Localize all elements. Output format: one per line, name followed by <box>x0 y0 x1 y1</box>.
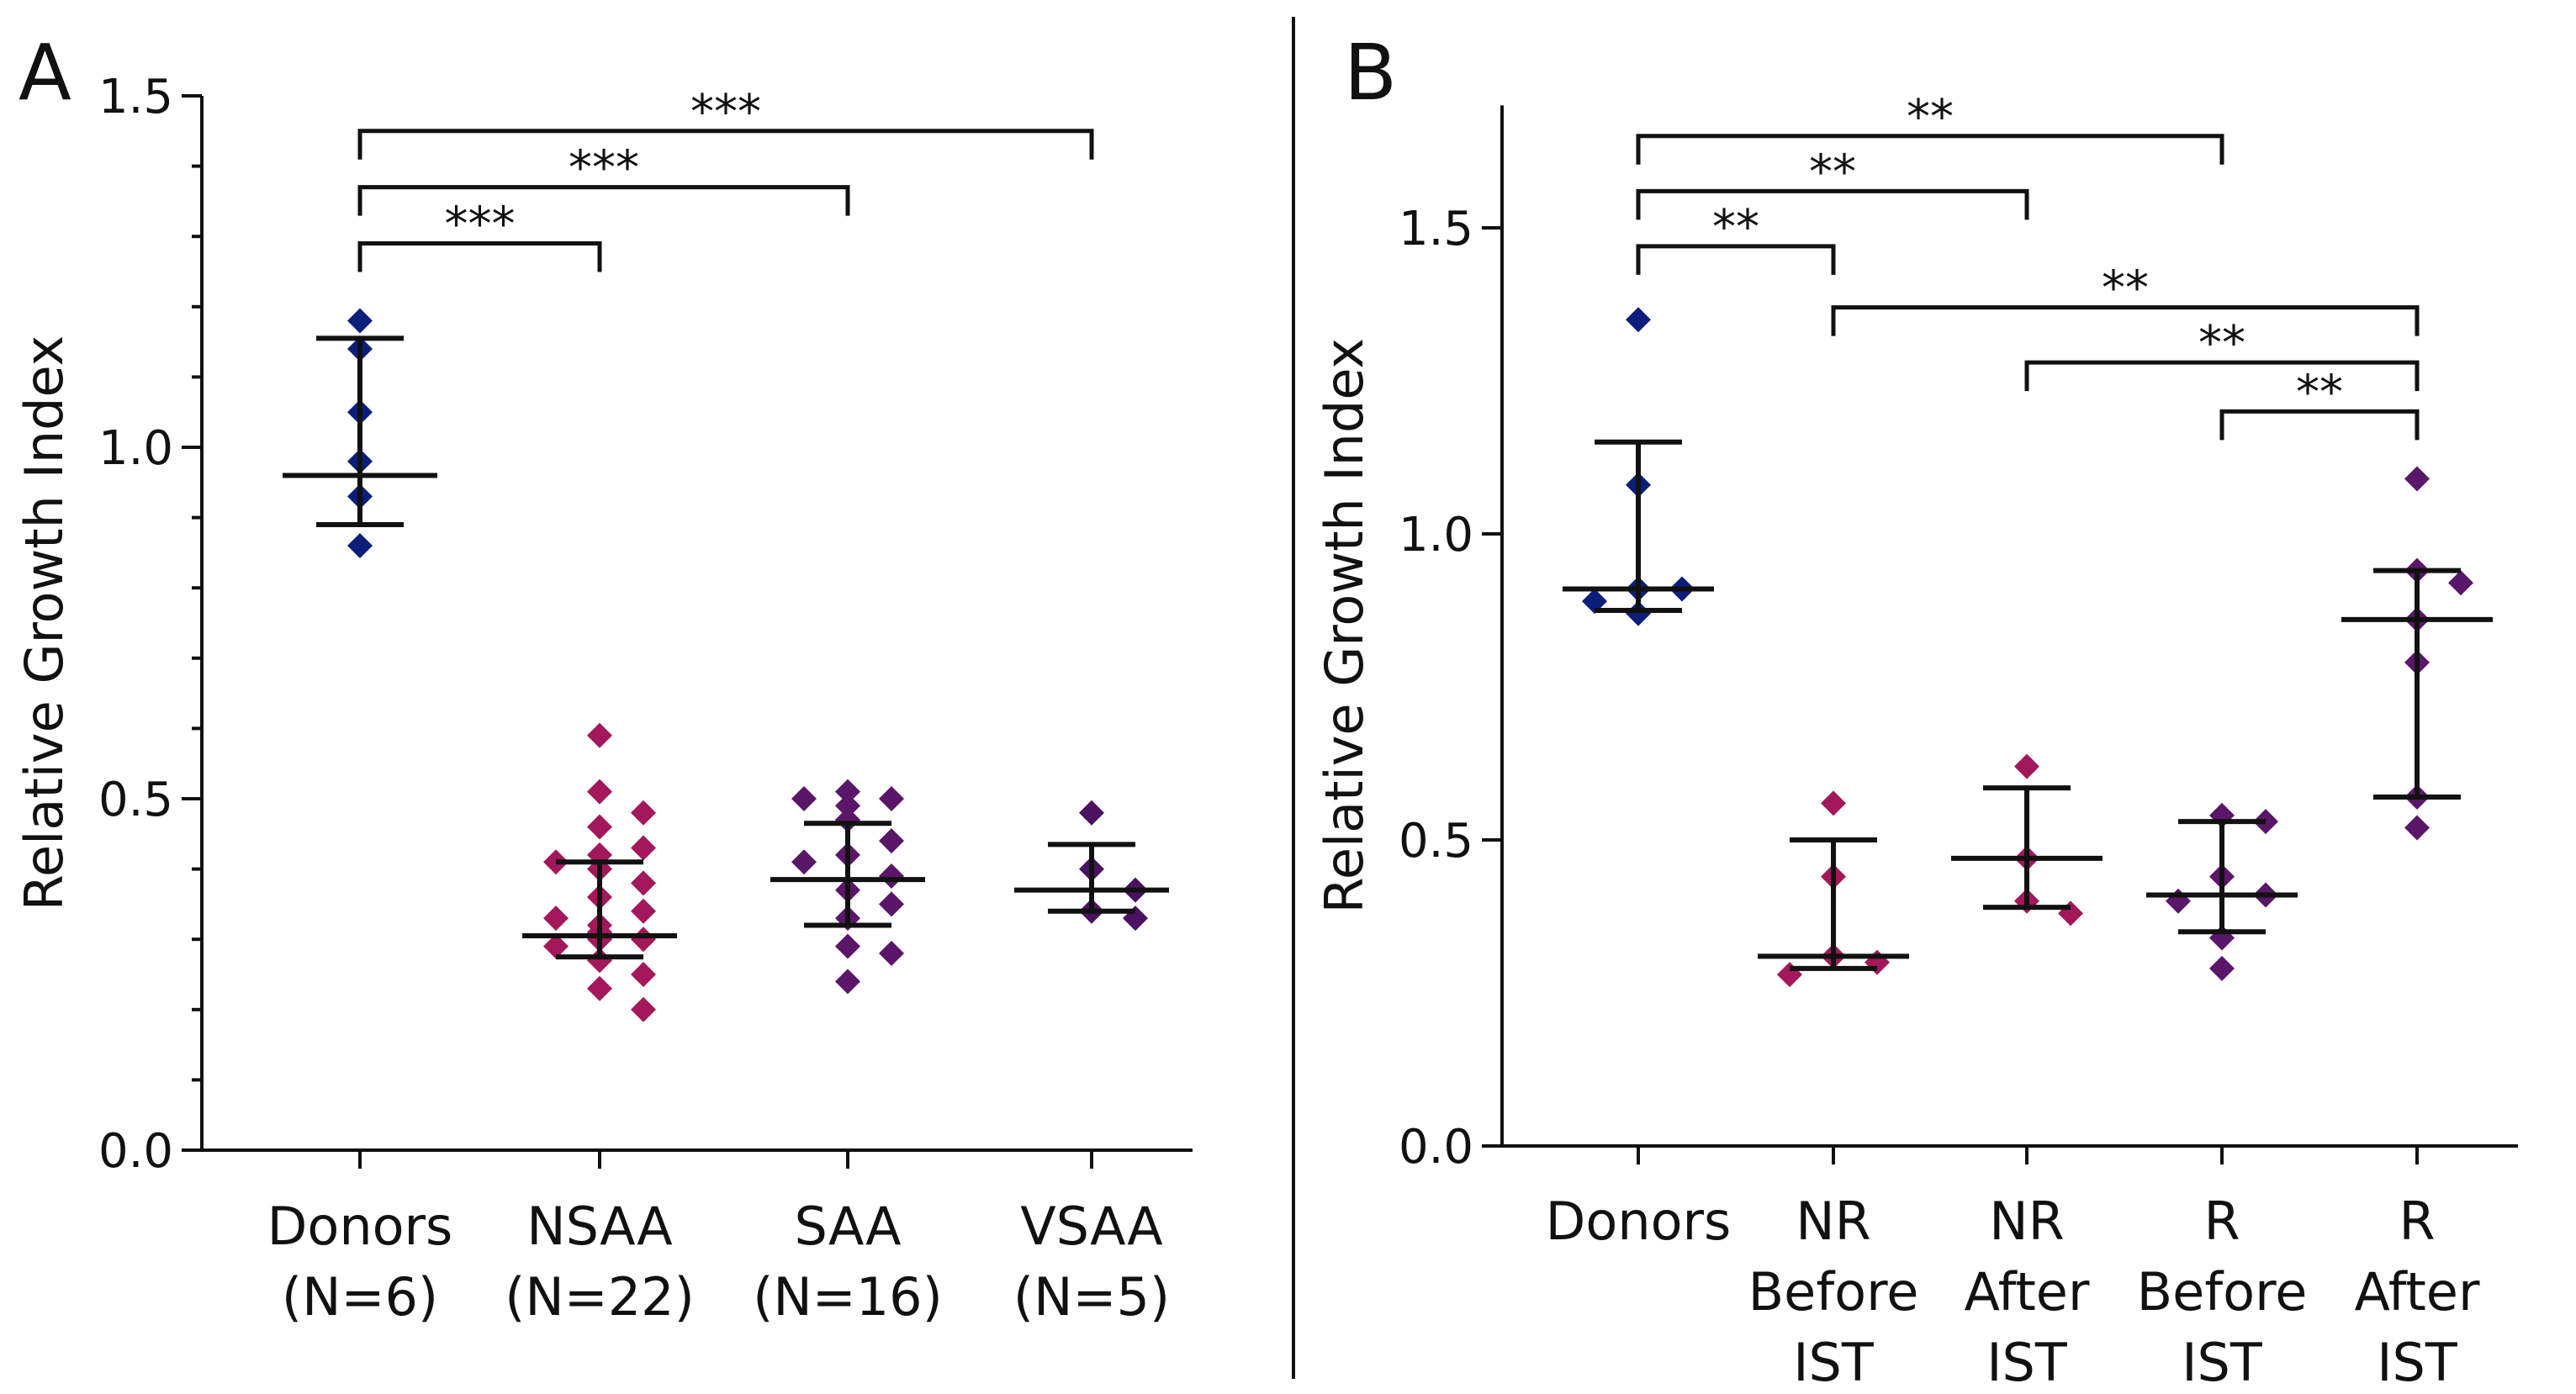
data-point-diamond <box>1626 600 1651 626</box>
data-point-diamond <box>587 814 612 840</box>
data-point-diamond <box>631 800 656 826</box>
data-point-diamond <box>1821 790 1846 816</box>
data-point-diamond <box>835 933 860 959</box>
data-point-diamond <box>835 793 860 819</box>
x-category-label: IST <box>2377 1332 2458 1393</box>
x-category-label: NSAA <box>526 1196 672 1257</box>
significance-bracket <box>1636 188 2029 220</box>
significance-bracket <box>357 185 850 216</box>
x-category-label: VSAA <box>1020 1196 1162 1257</box>
data-point-diamond <box>631 962 656 987</box>
data-point-diamond <box>347 533 373 559</box>
y-tick-label: 1.5 <box>1399 202 1473 256</box>
data-point-diamond <box>2404 466 2430 492</box>
data-point-diamond <box>631 835 656 861</box>
significance-label: ** <box>2102 261 2149 316</box>
x-category-label: Before <box>1748 1261 1919 1323</box>
x-category-label: IST <box>1793 1332 1875 1393</box>
panel-letter-b: B <box>1344 28 1397 118</box>
data-point-diamond <box>631 927 656 953</box>
data-point-diamond <box>879 828 904 854</box>
data-point-diamond <box>631 996 656 1022</box>
data-point-diamond <box>631 870 656 896</box>
data-point-diamond <box>631 898 656 924</box>
data-point-diamond <box>1777 962 1802 988</box>
data-point-diamond <box>543 906 569 932</box>
x-category-label: After <box>2355 1261 2480 1323</box>
data-point-diamond <box>1865 949 1890 975</box>
panel-a-chart: 0.0 0.5 1.0 1.5 Relative Growth Index Donors (… <box>13 70 1193 1328</box>
data-point-diamond <box>2404 815 2430 841</box>
x-category-label: (N=5) <box>1013 1266 1170 1328</box>
significance-label: *** <box>445 198 516 252</box>
data-point-diamond <box>879 891 904 917</box>
significance-label: ** <box>1907 90 1954 145</box>
data-point-diamond <box>543 933 569 959</box>
significance-bracket <box>1636 134 2224 165</box>
data-point-diamond <box>2209 955 2235 981</box>
x-category-label: NR <box>1796 1191 1870 1252</box>
data-point-diamond <box>835 779 860 805</box>
y-axis-title: Relative Growth Index <box>1314 338 1375 914</box>
data-point-diamond <box>2166 888 2191 914</box>
significance-label: ** <box>2198 316 2245 371</box>
data-point-diamond <box>2014 753 2039 779</box>
data-point-diamond <box>587 975 612 1001</box>
data-point-diamond <box>1079 800 1104 826</box>
x-category-label: R <box>2399 1191 2435 1252</box>
data-point-diamond <box>791 849 817 875</box>
data-point-diamond <box>791 786 817 811</box>
significance-bracket <box>1636 244 1836 275</box>
data-point-diamond <box>835 807 860 833</box>
significance-bracket <box>1831 305 2420 336</box>
significance-label: ** <box>2296 365 2343 420</box>
y-tick-label: 0.5 <box>1399 814 1473 869</box>
x-category-label: (N=6) <box>282 1266 438 1328</box>
data-point-diamond <box>2448 570 2473 596</box>
data-point-diamond <box>1626 307 1651 333</box>
significance-label: ** <box>1712 200 1759 255</box>
y-tick-label: 0.5 <box>98 773 173 827</box>
panel-letter-a: A <box>19 28 71 118</box>
x-category-label: Donors <box>1546 1191 1732 1252</box>
panel-b-chart: 0.0 0.5 1.0 1.5 Relative Growth Index Donors N… <box>1314 90 2518 1393</box>
y-tick-label: 1.5 <box>98 70 173 124</box>
significance-bracket <box>2024 360 2420 392</box>
x-category-label: NR <box>1989 1191 2064 1252</box>
data-point-diamond <box>587 722 612 748</box>
data-point-diamond <box>347 308 373 334</box>
y-tick-label: 0.0 <box>1399 1120 1473 1175</box>
significance-label: ** <box>1809 145 1856 199</box>
y-tick-label: 1.0 <box>1399 508 1473 562</box>
y-tick-label: 0.0 <box>98 1124 173 1179</box>
significance-label: *** <box>690 85 761 140</box>
x-category-label: SAA <box>794 1196 901 1257</box>
significance-bracket <box>357 129 1094 160</box>
data-point-diamond <box>1582 589 1607 615</box>
data-point-diamond <box>879 786 904 811</box>
significance-bracket <box>357 241 602 272</box>
x-category-label: After <box>1965 1261 2090 1323</box>
significance-label: *** <box>569 141 639 196</box>
x-category-label: R <box>2203 1191 2240 1252</box>
x-category-label: IST <box>1986 1332 2068 1393</box>
x-category-label: Before <box>2137 1261 2308 1323</box>
data-point-diamond <box>2058 900 2083 927</box>
data-point-diamond <box>879 940 904 966</box>
y-tick-label: 1.0 <box>98 421 173 476</box>
x-category-label: (N=22) <box>505 1266 695 1328</box>
x-category-label: (N=16) <box>753 1266 943 1328</box>
data-point-diamond <box>587 779 612 805</box>
x-category-label: IST <box>2182 1332 2263 1393</box>
data-point-diamond <box>587 948 612 974</box>
significance-bracket <box>2219 409 2420 441</box>
data-point-diamond <box>879 863 904 889</box>
x-category-label: Donors <box>267 1196 453 1257</box>
data-point-diamond <box>835 969 860 995</box>
y-axis-title: Relative Growth Index <box>13 335 75 911</box>
